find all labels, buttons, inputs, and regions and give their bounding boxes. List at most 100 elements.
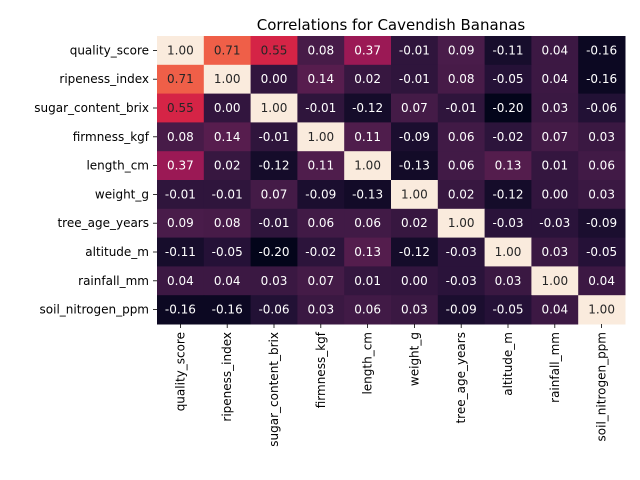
cell-value-label: -0.09 xyxy=(446,303,477,317)
heatmap-cell xyxy=(391,295,439,325)
heatmap-cell xyxy=(578,266,626,296)
heatmap-cell xyxy=(531,237,579,267)
cell-value-label: 1.00 xyxy=(541,274,568,288)
y-tick-label: altitude_m xyxy=(85,245,149,259)
cell-value-label: 0.04 xyxy=(541,303,568,317)
cell-value-label: 1.00 xyxy=(214,72,241,86)
y-tick-label: weight_g xyxy=(95,187,149,201)
x-tick-label: sugar_content_brix xyxy=(267,332,281,447)
cell-value-label: 0.03 xyxy=(541,245,568,259)
heatmap-cell xyxy=(297,64,345,95)
cell-value-label: 0.00 xyxy=(541,187,568,201)
cell-value-label: -0.16 xyxy=(586,72,617,86)
cell-value-label: 0.14 xyxy=(307,72,334,86)
cell-value-label: 0.03 xyxy=(495,274,522,288)
heatmap-cell xyxy=(203,295,252,325)
heatmap-cell xyxy=(484,151,532,181)
cell-value-label: 0.02 xyxy=(354,72,381,86)
heatmap-cell xyxy=(437,36,486,66)
cell-value-label: 0.07 xyxy=(261,187,288,201)
heatmap-cell xyxy=(344,208,392,239)
heatmap-cell xyxy=(250,208,298,239)
heatmap-cell xyxy=(484,93,532,123)
cell-value-label: -0.02 xyxy=(305,245,336,259)
heatmap-cell xyxy=(531,151,579,181)
heatmap-cell xyxy=(578,237,626,267)
heatmap-cell xyxy=(484,237,532,267)
x-axis-tick-labels: quality_score ripeness_index sugar_content… xyxy=(173,324,609,447)
cell-value-label: 0.06 xyxy=(448,130,475,144)
heatmap-cell xyxy=(250,180,298,210)
heatmap-cell xyxy=(203,64,252,95)
cell-value-label: 0.04 xyxy=(588,274,615,288)
heatmap-cell xyxy=(531,208,579,239)
cell-value-label: 1.00 xyxy=(354,159,381,173)
cell-value-label: -0.13 xyxy=(399,159,430,173)
cell-value-label: -0.03 xyxy=(492,216,523,230)
cell-value-label: -0.12 xyxy=(258,159,289,173)
heatmap-cell xyxy=(531,180,579,210)
y-tick-label: soil_nitrogen_ppm xyxy=(40,303,149,317)
heatmap-cell xyxy=(531,122,579,152)
cell-value-label: -0.12 xyxy=(399,245,430,259)
heatmap-cell xyxy=(484,266,532,296)
cell-value-label: 0.03 xyxy=(541,101,568,115)
cell-value-label: 0.00 xyxy=(401,274,428,288)
heatmap-cell xyxy=(437,266,486,296)
heatmap-cell xyxy=(344,295,392,325)
heatmap-cell xyxy=(250,151,298,181)
cell-value-label: 0.03 xyxy=(307,303,334,317)
cell-value-label: -0.16 xyxy=(586,43,617,57)
cell-value-label: 0.02 xyxy=(401,216,428,230)
cell-value-label: 0.00 xyxy=(261,72,288,86)
heatmap-cell xyxy=(391,122,439,152)
heatmap-cell xyxy=(578,151,626,181)
y-tick-label: ripeness_index xyxy=(59,72,149,86)
heatmap-cell xyxy=(297,208,345,239)
heatmap-cell xyxy=(344,266,392,296)
cell-value-label: 0.06 xyxy=(448,159,475,173)
heatmap-cell xyxy=(344,64,392,95)
heatmap-cell xyxy=(531,93,579,123)
cell-value-label: -0.11 xyxy=(492,43,523,57)
heatmap-cell xyxy=(157,295,205,325)
cell-value-label: -0.01 xyxy=(446,101,477,115)
heatmap-cell xyxy=(203,180,252,210)
cell-value-label: 0.04 xyxy=(541,72,568,86)
heatmap-cell xyxy=(531,36,579,66)
heatmap-cell xyxy=(297,122,345,152)
cell-value-label: -0.01 xyxy=(165,187,196,201)
heatmap-cell xyxy=(203,151,252,181)
cell-value-label: 1.00 xyxy=(261,101,288,115)
heatmap-cell xyxy=(484,208,532,239)
x-tick-label: ripeness_index xyxy=(220,332,234,422)
y-tick-label: sugar_content_brix xyxy=(34,101,149,115)
heatmap-cell xyxy=(578,208,626,239)
cell-value-label: 0.55 xyxy=(261,43,288,57)
heatmap-cell xyxy=(391,64,439,95)
heatmap-cell xyxy=(484,36,532,66)
cell-value-label: 0.02 xyxy=(214,159,241,173)
heatmap-cell xyxy=(157,93,205,123)
cell-value-label: -0.05 xyxy=(492,72,523,86)
cell-value-label: 0.71 xyxy=(214,43,241,57)
chart-title: Correlations for Cavendish Bananas xyxy=(257,16,526,34)
cell-value-label: 0.37 xyxy=(354,43,381,57)
heatmap-cell xyxy=(437,295,486,325)
cell-value-label: 0.06 xyxy=(354,216,381,230)
cell-value-label: 0.02 xyxy=(448,187,475,201)
heatmap-cell xyxy=(437,151,486,181)
x-tick-label: tree_age_years xyxy=(454,332,468,424)
cell-value-label: -0.05 xyxy=(586,245,617,259)
x-tick-label: quality_score xyxy=(173,332,187,411)
cell-value-label: -0.05 xyxy=(212,245,243,259)
cell-value-label: 0.09 xyxy=(448,43,475,57)
heatmap-cell xyxy=(297,295,345,325)
heatmap-cell xyxy=(203,237,252,267)
y-tick-label: quality_score xyxy=(70,43,149,57)
cell-value-label: 0.37 xyxy=(167,159,194,173)
heatmap-cell xyxy=(344,151,392,181)
x-tick-label: weight_g xyxy=(407,332,421,386)
heatmap-cell xyxy=(250,36,298,66)
cell-value-label: -0.09 xyxy=(305,187,336,201)
